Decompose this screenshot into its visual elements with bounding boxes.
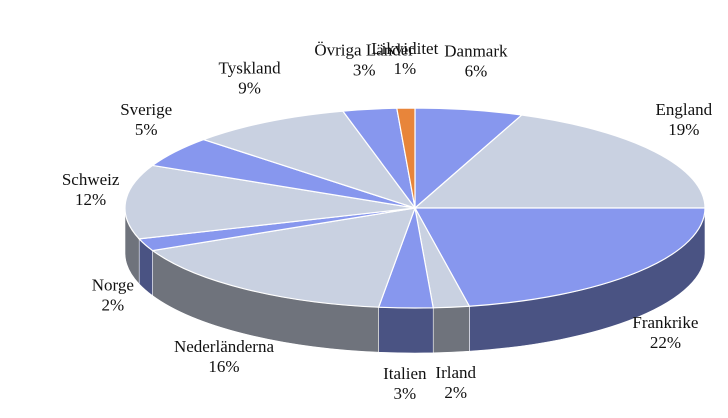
slice-label-value: 9%: [238, 78, 261, 97]
slice: [413, 114, 706, 209]
slice-label-name: Danmark: [444, 41, 508, 60]
slice: [396, 107, 416, 209]
slice-label-value: 19%: [668, 120, 699, 139]
slice: [201, 110, 417, 210]
slice: [413, 207, 706, 307]
slice: [151, 207, 416, 308]
slice-label-value: 2%: [444, 383, 467, 402]
slice-label-value: 3%: [393, 384, 416, 403]
slice-label-name: Schweiz: [62, 170, 120, 189]
slice-label-name: England: [655, 100, 712, 119]
slice-label-name: Irland: [435, 363, 476, 382]
slice-label-name: Tyskland: [219, 58, 282, 77]
slice-label-value: 2%: [101, 295, 124, 314]
slice-label-value: 12%: [75, 190, 106, 209]
slice-label-value: 22%: [650, 333, 681, 352]
slice-label-name: Norge: [92, 275, 134, 294]
slice: [124, 164, 416, 240]
slice-label-value: 1%: [393, 59, 416, 78]
slice-side: [432, 305, 470, 354]
slice-label-name: Italien: [383, 364, 427, 383]
slice-label-name: Likviditet: [371, 39, 438, 58]
slice-label-value: 6%: [465, 61, 488, 80]
slice-label-value: 16%: [208, 357, 239, 376]
slice-label-name: Sverige: [120, 100, 172, 119]
slice-label-value: 3%: [353, 61, 376, 80]
slice-label-value: 5%: [135, 120, 158, 139]
slice-label-name: Övriga Länder: [314, 41, 414, 60]
slice-label-name: Frankrike: [632, 313, 698, 332]
slice-side: [378, 306, 434, 354]
slice-label-name: Nederländerna: [174, 337, 275, 356]
